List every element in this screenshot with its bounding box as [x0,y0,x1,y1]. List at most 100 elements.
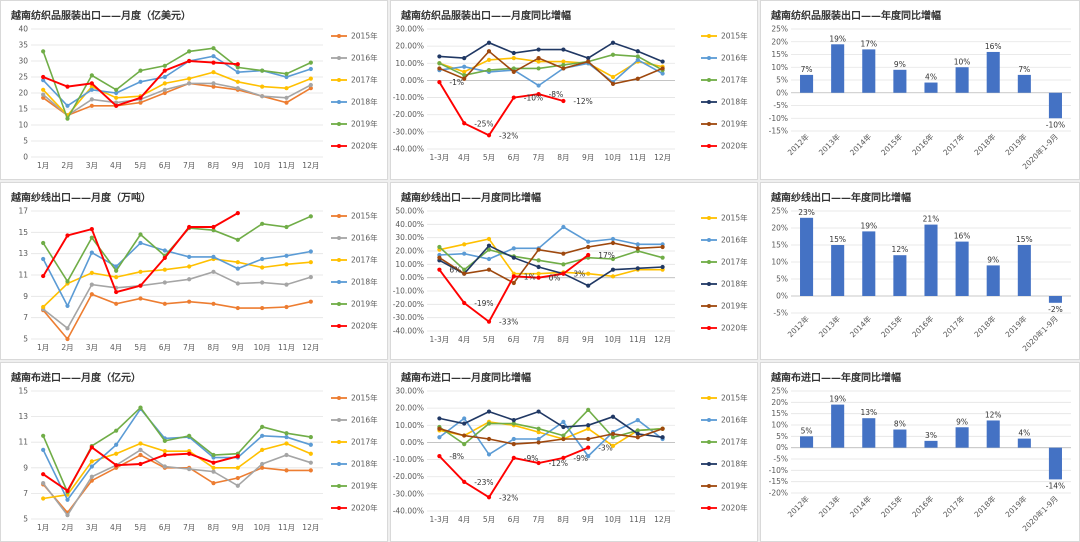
data-point [308,214,313,219]
x-tick-label: 2月 [61,343,73,352]
x-tick-label: 7月 [532,335,544,344]
x-tick-label: 10月 [254,343,271,352]
data-label: -8% [449,452,464,461]
data-point [536,247,541,252]
legend-marker [707,440,711,444]
series-line-2018年 [439,244,663,287]
data-point [114,428,119,433]
data-point [308,249,313,254]
data-point [260,280,265,285]
data-point [260,461,265,467]
data-point [660,244,665,250]
legend-marker [337,484,341,488]
data-label: 6% [449,266,461,275]
series-line-2018年 [439,41,663,63]
y-tick-label: 5% [776,432,788,441]
data-point [162,74,167,80]
data-point [536,258,541,263]
data-label: 23% [798,208,815,217]
data-point [284,282,289,287]
data-point [89,270,94,275]
data-point [437,454,442,459]
data-point [437,426,442,431]
bar [831,44,845,93]
y-tick-label: 0 [23,153,28,162]
data-point [561,224,566,230]
x-tick-label: 2018年 [972,313,998,339]
data-label: 19% [829,34,846,43]
data-point [114,442,119,447]
x-tick-label: 3月 [86,343,98,352]
panel-yarn-yoy-monthly: 越南纱线出口——月度同比增幅 -40.00% -30.00% -20.00% -10.… [390,182,758,360]
x-tick-label: 5月 [134,343,146,352]
series-line-2016年 [42,448,312,517]
x-tick-label: 2016年 [910,493,936,519]
data-point [660,255,665,260]
chart-title: 越南布进口——月度（亿元） [11,373,141,384]
data-point [437,54,442,59]
legend-marker [707,396,711,400]
data-point [138,452,143,458]
data-point [586,239,591,244]
legend-label: 2015年 [351,211,378,221]
data-point [41,481,46,486]
legend-marker [707,216,711,220]
legend-label: 2018年 [351,277,378,287]
x-tick-label: 4月 [110,343,122,352]
y-tick-label: 25% [771,25,788,34]
data-point [486,267,492,272]
y-tick-label: -10% [769,114,788,123]
series-line-2015年 [439,238,663,278]
y-tick-label: 0.00% [400,438,424,447]
x-tick-label: 4月 [110,161,122,170]
x-tick-label: 2017年 [941,131,967,157]
legend-marker [707,144,711,148]
legend-marker [707,34,711,38]
data-point [511,50,516,56]
data-point [660,435,665,440]
data-label: 3% [925,431,937,440]
legend-marker [707,506,711,510]
x-tick-label: 2018年 [972,131,998,157]
data-point [235,454,240,459]
data-label: -8% [549,90,564,99]
data-point [41,49,46,54]
data-point [162,248,167,253]
data-point [284,71,289,76]
data-point [260,447,265,452]
data-label: 17% [860,39,877,48]
data-label: 15% [1016,235,1033,244]
y-tick-label: 13 [18,249,28,258]
data-point [561,59,566,64]
line-chart: 0 5 10 15 20 25 30 35 40 1月 2月 3月 4月 5月 6月 7月 8月 9月 10月 11月… [18,25,378,171]
legend-marker [707,484,711,488]
chart-title: 越南纱线出口——月度（万吨） [11,193,151,204]
data-label: 5% [801,426,813,435]
legend-marker [337,396,341,400]
x-tick-label: 1-3月 [430,335,450,344]
data-point [187,58,192,64]
data-point [41,447,46,452]
legend-label: 2017年 [351,437,378,447]
x-tick-label: 11月 [278,523,295,532]
data-point [486,57,492,62]
data-point [536,430,541,435]
data-label: 15% [829,235,846,244]
data-point [65,233,70,238]
data-point [162,63,167,68]
data-point [561,251,566,256]
data-point [308,86,313,91]
data-point [437,255,442,260]
data-point [511,66,516,71]
data-point [635,76,640,81]
legend-label: 2016年 [721,53,748,63]
x-tick-label: 2015年 [878,313,904,339]
legend-label: 2018年 [721,97,748,107]
legend-label: 2020年 [721,323,748,333]
x-tick-label: 5月 [134,523,146,532]
data-point [536,409,541,414]
y-tick-label: 5 [23,137,28,146]
data-point [65,513,70,518]
data-point [211,228,216,233]
y-tick-label: -15% [769,127,788,136]
